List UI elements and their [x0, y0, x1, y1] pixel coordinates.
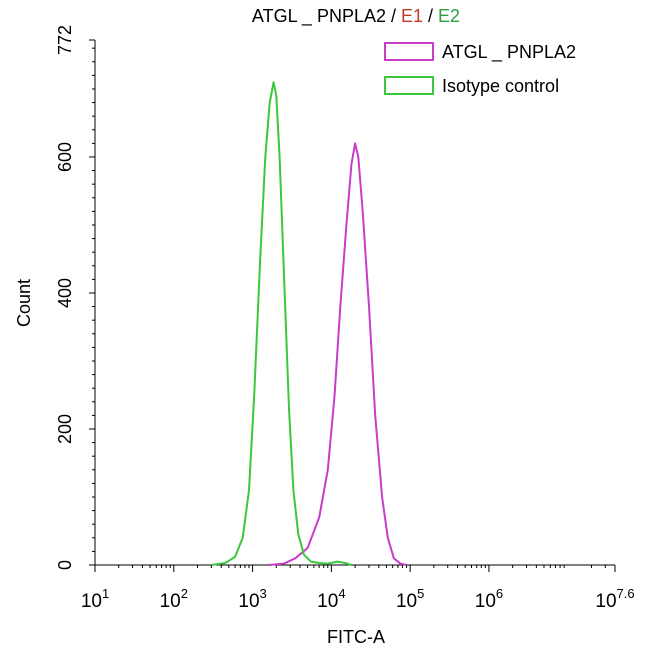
x-tick-label: 105 [396, 586, 424, 612]
x-tick-label: 101 [81, 586, 109, 612]
x-tick-exponent: 5 [417, 586, 424, 601]
legend-label: Isotype control [442, 76, 559, 96]
y-tick-label: 400 [55, 278, 75, 308]
title-part: / [391, 6, 401, 26]
x-tick-exponent: 1 [102, 586, 109, 601]
x-tick-label: 104 [317, 586, 345, 612]
x-tick-exponent: 2 [181, 586, 188, 601]
x-tick-base: 10 [317, 591, 338, 612]
x-tick-base: 10 [160, 591, 181, 612]
x-tick-label: 102 [160, 586, 188, 612]
x-tick-exponent: 3 [260, 586, 267, 601]
y-tick-label: 0 [55, 560, 75, 570]
chart-title: ATGL _ PNPLA2 / E1 / E2 [252, 6, 460, 27]
legend-label: ATGL _ PNPLA2 [442, 42, 576, 63]
x-tick-base: 10 [238, 591, 259, 612]
title-part: E2 [438, 6, 460, 26]
title-part: ATGL _ PNPLA2 [252, 6, 391, 27]
x-tick-base: 10 [396, 591, 417, 612]
x-tick-base: 10 [475, 591, 496, 612]
x-tick-label: 103 [238, 586, 266, 612]
x-tick-exponent: 6 [496, 586, 503, 601]
legend-swatch [384, 42, 434, 61]
title-part: E1 [401, 6, 423, 26]
legend-swatch [384, 76, 434, 95]
y-tick-label: 772 [55, 25, 75, 55]
x-tick-exponent: 4 [338, 586, 345, 601]
series-group [211, 81, 407, 566]
legend: ATGL _ PNPLA2 Isotype control [384, 42, 576, 96]
series-line-atgl-pnpla2 [268, 142, 407, 566]
x-tick-base: 10 [81, 591, 102, 612]
title-part: / [423, 6, 438, 26]
x-tick-label: 106 [475, 586, 503, 612]
x-tick-base: 10 [595, 591, 616, 612]
x-tick-label: 107.6 [595, 586, 634, 612]
x-axis-label: FITC-A [327, 627, 385, 647]
x-tick-exponent: 7.6 [617, 586, 635, 601]
y-tick-label: 600 [55, 142, 75, 172]
y-axis-label: Count [14, 279, 34, 327]
series-line-isotype-control [211, 81, 352, 566]
y-tick-label: 200 [55, 414, 75, 444]
